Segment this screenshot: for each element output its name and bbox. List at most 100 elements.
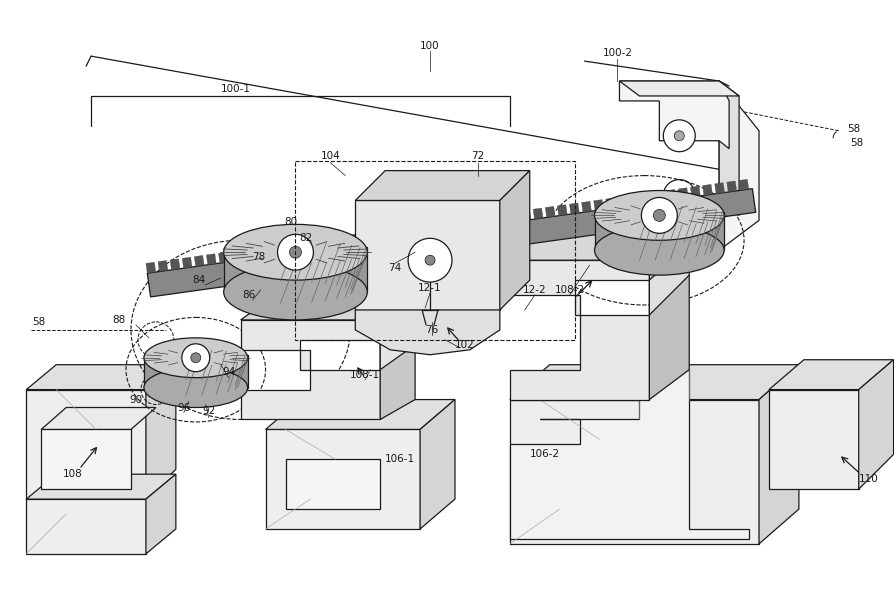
Text: 58: 58 bbox=[846, 124, 859, 134]
Text: 58: 58 bbox=[849, 138, 863, 148]
Text: 90: 90 bbox=[130, 394, 142, 405]
Polygon shape bbox=[355, 170, 529, 201]
Polygon shape bbox=[714, 182, 724, 194]
Polygon shape bbox=[460, 218, 470, 230]
Circle shape bbox=[289, 246, 301, 258]
Polygon shape bbox=[355, 310, 499, 355]
Polygon shape bbox=[665, 190, 675, 201]
Polygon shape bbox=[649, 225, 688, 400]
Polygon shape bbox=[678, 188, 687, 199]
Circle shape bbox=[190, 353, 200, 363]
Circle shape bbox=[181, 344, 209, 371]
Text: 12-2: 12-2 bbox=[522, 285, 546, 295]
Circle shape bbox=[673, 190, 684, 201]
Polygon shape bbox=[738, 179, 748, 190]
Polygon shape bbox=[857, 360, 892, 489]
Polygon shape bbox=[375, 230, 385, 241]
Circle shape bbox=[662, 179, 695, 211]
Polygon shape bbox=[719, 81, 738, 216]
Polygon shape bbox=[266, 245, 276, 256]
Text: 104: 104 bbox=[320, 150, 340, 161]
Polygon shape bbox=[41, 429, 131, 489]
Circle shape bbox=[425, 255, 434, 265]
Polygon shape bbox=[510, 365, 798, 400]
Polygon shape bbox=[520, 210, 530, 221]
Polygon shape bbox=[619, 81, 738, 96]
Bar bbox=[295, 161, 574, 340]
Polygon shape bbox=[400, 226, 409, 238]
Polygon shape bbox=[594, 213, 723, 250]
Polygon shape bbox=[26, 390, 146, 499]
Polygon shape bbox=[26, 474, 175, 499]
Polygon shape bbox=[690, 186, 700, 197]
Polygon shape bbox=[510, 370, 748, 539]
Polygon shape bbox=[544, 207, 554, 217]
Polygon shape bbox=[363, 232, 373, 243]
Polygon shape bbox=[593, 199, 603, 211]
Text: 108-1: 108-1 bbox=[350, 370, 380, 380]
Ellipse shape bbox=[144, 338, 248, 378]
Polygon shape bbox=[605, 198, 615, 209]
Text: 72: 72 bbox=[471, 150, 484, 161]
Polygon shape bbox=[581, 201, 591, 213]
Polygon shape bbox=[448, 220, 458, 231]
Polygon shape bbox=[26, 499, 146, 554]
Polygon shape bbox=[327, 237, 337, 248]
Polygon shape bbox=[380, 295, 415, 419]
Polygon shape bbox=[351, 233, 361, 245]
Polygon shape bbox=[411, 225, 422, 236]
Ellipse shape bbox=[224, 264, 367, 320]
Text: 100: 100 bbox=[420, 41, 439, 51]
Polygon shape bbox=[158, 260, 168, 272]
Polygon shape bbox=[533, 208, 543, 219]
Polygon shape bbox=[380, 315, 415, 370]
Polygon shape bbox=[499, 170, 529, 310]
Polygon shape bbox=[146, 474, 175, 554]
Polygon shape bbox=[419, 400, 454, 529]
Text: 12-1: 12-1 bbox=[417, 283, 442, 293]
Polygon shape bbox=[758, 365, 798, 544]
Text: 58: 58 bbox=[32, 317, 46, 327]
Polygon shape bbox=[231, 251, 240, 262]
Ellipse shape bbox=[594, 190, 723, 240]
Polygon shape bbox=[768, 390, 857, 489]
Ellipse shape bbox=[594, 225, 723, 275]
Polygon shape bbox=[510, 260, 649, 400]
Circle shape bbox=[673, 131, 684, 141]
Polygon shape bbox=[303, 240, 313, 251]
Polygon shape bbox=[510, 400, 758, 544]
Polygon shape bbox=[654, 191, 663, 202]
Text: 100-2: 100-2 bbox=[602, 48, 632, 58]
Text: 92: 92 bbox=[202, 406, 215, 417]
Polygon shape bbox=[279, 243, 289, 255]
Polygon shape bbox=[224, 247, 367, 292]
Polygon shape bbox=[339, 235, 349, 246]
Polygon shape bbox=[242, 249, 252, 260]
Circle shape bbox=[653, 210, 664, 222]
Polygon shape bbox=[557, 205, 567, 216]
Polygon shape bbox=[26, 365, 175, 390]
Text: 108-2: 108-2 bbox=[554, 285, 584, 295]
Polygon shape bbox=[619, 81, 758, 250]
Polygon shape bbox=[702, 184, 712, 196]
Text: 88: 88 bbox=[113, 315, 125, 325]
Polygon shape bbox=[144, 355, 248, 388]
Polygon shape bbox=[194, 255, 204, 266]
Text: 106-1: 106-1 bbox=[384, 454, 415, 464]
Circle shape bbox=[277, 234, 313, 270]
Text: 106-2: 106-2 bbox=[529, 449, 559, 459]
Text: 82: 82 bbox=[299, 233, 312, 243]
Polygon shape bbox=[569, 203, 578, 214]
Text: 94: 94 bbox=[222, 367, 235, 377]
Text: 78: 78 bbox=[252, 252, 265, 262]
Polygon shape bbox=[387, 228, 397, 239]
Circle shape bbox=[408, 239, 451, 282]
Polygon shape bbox=[218, 252, 228, 263]
Text: 80: 80 bbox=[283, 217, 297, 227]
Polygon shape bbox=[485, 215, 494, 226]
Circle shape bbox=[662, 120, 695, 152]
Polygon shape bbox=[285, 459, 380, 509]
Polygon shape bbox=[291, 242, 300, 253]
Text: 74: 74 bbox=[388, 263, 401, 273]
Text: 86: 86 bbox=[241, 290, 255, 300]
